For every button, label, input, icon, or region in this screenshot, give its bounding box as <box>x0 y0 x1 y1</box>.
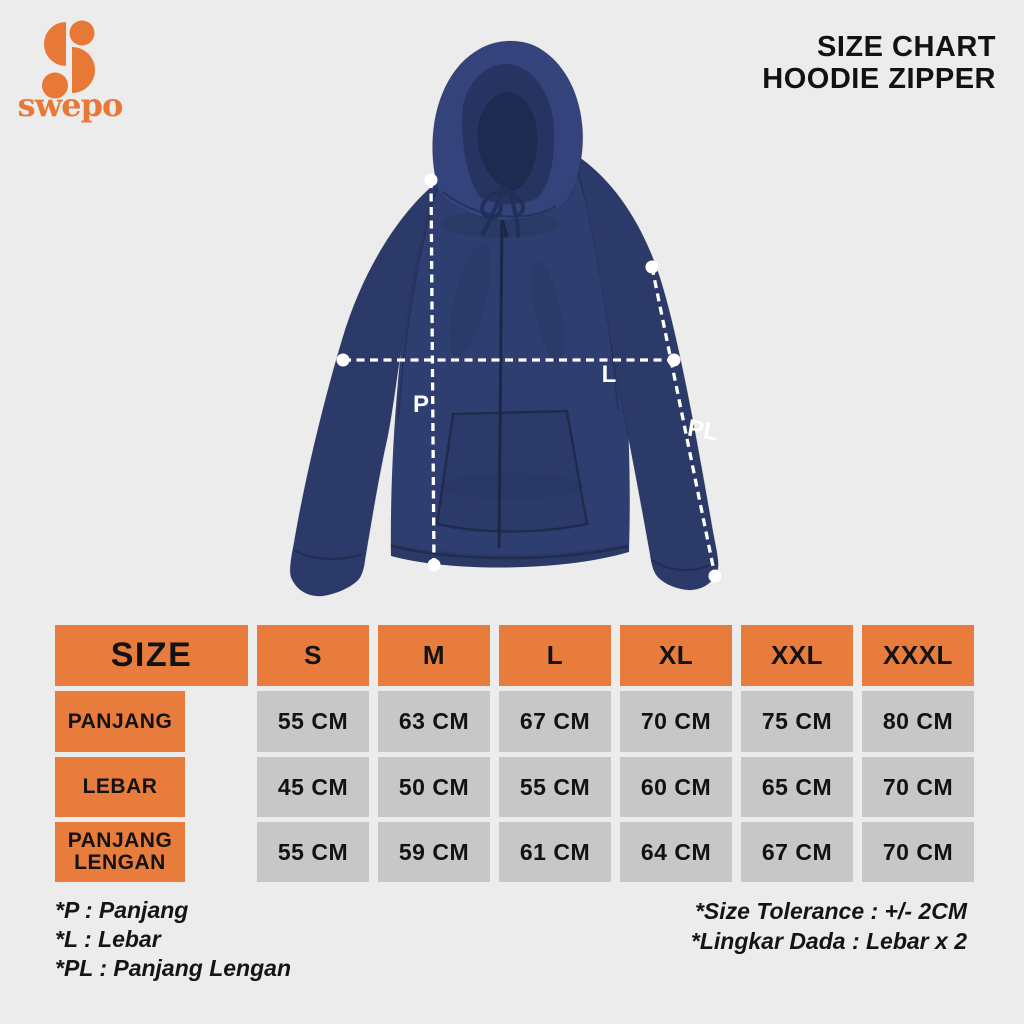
fold-shadow <box>440 473 584 499</box>
l-left-dot <box>336 353 350 367</box>
size-cell: 63 CM <box>378 691 490 752</box>
neckline-seam <box>442 191 557 218</box>
size-cell: 67 CM <box>499 691 611 752</box>
hoodie-right-sleeve <box>572 151 719 591</box>
zipper-pull <box>500 217 508 234</box>
col-header-l: L <box>499 625 611 686</box>
drawstrings <box>480 190 526 238</box>
row-header-panjang: PANJANG <box>55 691 185 752</box>
brand-wordmark: swepo <box>17 86 124 124</box>
size-cell: 70 CM <box>862 757 974 817</box>
col-header-s: S <box>257 625 369 686</box>
col-header-xl: XL <box>620 625 732 686</box>
row-header-lebar: LEBAR <box>55 757 185 817</box>
row-header-panjang-lengan: PANJANG LENGAN <box>55 822 185 882</box>
left-cuff-seam <box>293 549 363 560</box>
size-cell: 60 CM <box>620 757 732 817</box>
page-title: SIZE CHART HOODIE ZIPPER <box>762 31 996 95</box>
hem-seam-line <box>390 544 629 560</box>
drawstring-knot <box>497 187 508 196</box>
footnote-lingkar-dada: *Lingkar Dada : Lebar x 2 <box>690 928 967 954</box>
footnote-p: *P : Panjang <box>55 897 189 923</box>
swepo-logo-icon <box>42 20 95 99</box>
p-measure-line <box>429 179 436 566</box>
size-cell: 67 CM <box>741 822 853 882</box>
hood-inner-shadow <box>477 91 538 191</box>
size-cell: 70 CM <box>620 691 732 752</box>
footnotes-right: *Size Tolerance : +/- 2CM *Lingkar Dada … <box>691 896 967 956</box>
col-header-xxl: XXL <box>741 625 853 686</box>
p-bottom-dot <box>427 558 441 572</box>
l-label: L <box>602 361 617 388</box>
footnote-l: *L : Lebar <box>55 926 161 952</box>
size-cell: 59 CM <box>378 822 490 882</box>
page-title-line1: SIZE CHART <box>817 31 996 63</box>
kangaroo-pocket <box>435 409 589 533</box>
col-header-xxxl: XXXL <box>862 625 974 686</box>
table-corner-header: SIZE <box>55 625 248 686</box>
measurement-dots <box>336 173 722 583</box>
size-cell: 70 CM <box>862 822 974 882</box>
fold-shadow <box>449 243 491 357</box>
size-cell: 80 CM <box>862 691 974 752</box>
hoodie-left-sleeve <box>289 180 438 597</box>
size-cell: 64 CM <box>620 822 732 882</box>
zipper-pull-tip <box>503 232 509 238</box>
pl-bottom-dot <box>708 569 722 583</box>
size-cell: 75 CM <box>741 691 853 752</box>
size-cell: 61 CM <box>499 822 611 882</box>
page-title-line2: HOODIE ZIPPER <box>762 63 996 95</box>
size-cell: 50 CM <box>378 757 490 817</box>
size-cell: 55 CM <box>257 691 369 752</box>
pl-top-dot <box>645 260 659 274</box>
p-label: P <box>413 391 429 418</box>
pl-label: PL <box>685 415 720 447</box>
size-cell: 55 CM <box>499 757 611 817</box>
right-cuff-seam <box>651 559 717 572</box>
l-right-dot <box>667 353 681 367</box>
pl-measure-line <box>650 266 717 577</box>
p-top-dot <box>424 173 438 187</box>
size-cell: 45 CM <box>257 757 369 817</box>
size-chart-table: SIZE S M L XL XXL XXXL PANJANG 55 CM 63 … <box>55 625 974 882</box>
col-header-m: M <box>378 625 490 686</box>
footnote-tolerance: *Size Tolerance : +/- 2CM <box>694 898 967 924</box>
fold-shadow <box>531 261 565 363</box>
left-armhole-seam <box>397 187 438 421</box>
hoodie-hem-band <box>390 543 629 568</box>
zipper-line <box>497 213 504 549</box>
size-cell: 55 CM <box>257 822 369 882</box>
size-cell: 65 CM <box>741 757 853 817</box>
measurement-lines <box>343 179 717 577</box>
footnotes-left: *P : Panjang *L : Lebar *PL : Panjang Le… <box>55 896 291 983</box>
footnote-pl: *PL : Panjang Lengan <box>55 955 291 981</box>
